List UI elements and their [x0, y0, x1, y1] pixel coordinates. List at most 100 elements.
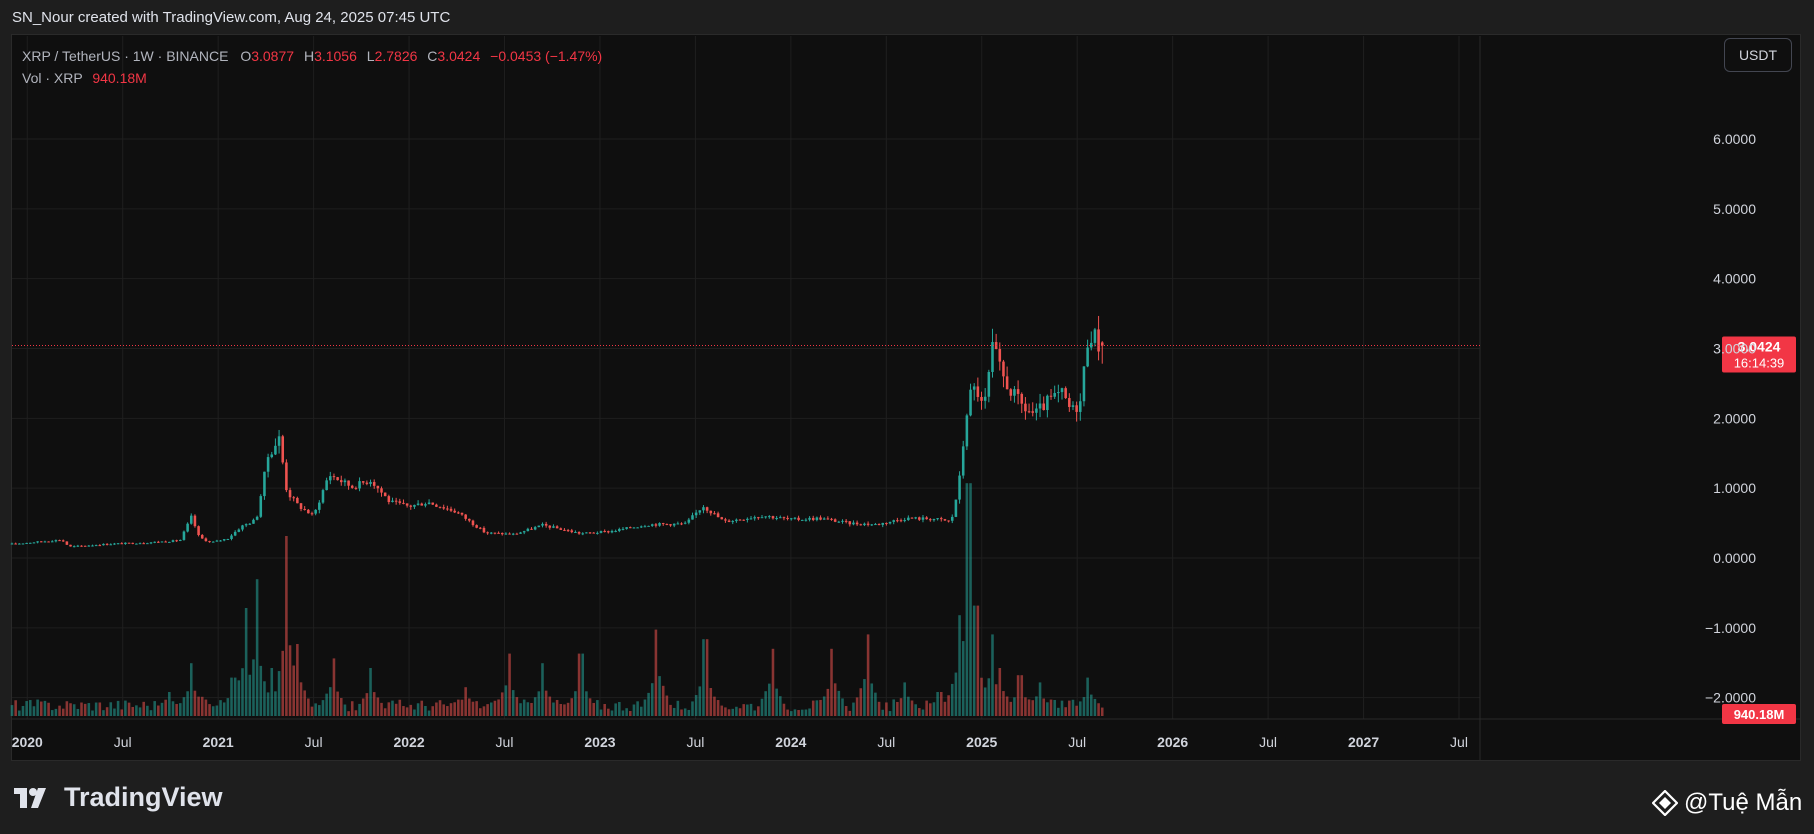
- x-tick-label: Jul: [496, 734, 514, 750]
- candle-body: [424, 504, 427, 506]
- candle-body: [120, 543, 124, 545]
- volume-bar: [636, 701, 639, 716]
- candle-body: [680, 523, 683, 525]
- volume-bar: [877, 701, 881, 716]
- candle-body: [508, 533, 511, 535]
- volume-bar: [409, 704, 413, 716]
- volume-bar: [80, 702, 83, 716]
- candle-body: [116, 543, 120, 545]
- candle-body: [954, 499, 958, 517]
- candle-body: [449, 508, 453, 511]
- candle-body: [127, 542, 131, 544]
- volume-bar: [596, 700, 599, 716]
- candle-body: [1089, 342, 1093, 348]
- candle-body: [248, 523, 252, 525]
- volume-bar: [939, 692, 943, 716]
- volume-bar: [36, 699, 39, 716]
- candle-body: [833, 519, 837, 522]
- candle-body: [969, 389, 972, 416]
- candle-body: [647, 525, 650, 527]
- volume-bar: [321, 700, 325, 716]
- author-watermark: @Tuệ Mẫn: [1652, 789, 1802, 817]
- candle-body: [124, 542, 127, 545]
- volume-bar: [1042, 698, 1045, 716]
- candle-body: [639, 526, 643, 528]
- candle-body: [757, 517, 760, 519]
- candle-body: [939, 518, 943, 520]
- volume-bar: [468, 698, 471, 716]
- volume-bar: [800, 709, 804, 716]
- currency-unit-button[interactable]: USDT: [1724, 38, 1792, 72]
- candle-body: [420, 503, 424, 506]
- candle-body: [146, 543, 149, 545]
- candle-body: [489, 532, 493, 534]
- candle-body: [581, 533, 585, 535]
- candle-body: [266, 457, 270, 472]
- candle-body: [230, 535, 233, 539]
- x-tick-label: Jul: [877, 734, 895, 750]
- candle-body: [204, 538, 208, 542]
- candle-body: [618, 528, 621, 531]
- volume-bar: [416, 703, 420, 716]
- candle-body: [500, 532, 504, 535]
- volume-bar: [365, 693, 369, 716]
- candle-body: [533, 527, 537, 530]
- candle-body: [914, 517, 917, 519]
- chart-panel[interactable]: [11, 34, 1801, 761]
- candle-body: [1082, 366, 1086, 402]
- candle-body: [182, 531, 186, 540]
- volume-bar: [329, 687, 332, 716]
- candle-body: [91, 545, 94, 547]
- candle-body: [318, 502, 321, 510]
- y-tick-label: 1.0000: [1713, 480, 1756, 496]
- volume-bar: [768, 683, 771, 716]
- candle-body: [855, 522, 859, 525]
- volume-bar: [222, 702, 226, 716]
- candle-body: [552, 526, 555, 528]
- candle-body: [841, 520, 844, 522]
- volume-bar: [519, 703, 522, 716]
- candle-body: [779, 517, 782, 519]
- volume-bar: [446, 706, 449, 716]
- candle-body: [1002, 361, 1005, 377]
- volume-bar: [676, 700, 680, 716]
- volume-value-tag: [1722, 704, 1796, 724]
- candle-body: [870, 524, 874, 526]
- volume-bar: [435, 702, 438, 716]
- candle-body: [793, 517, 797, 519]
- volume-bar: [493, 700, 497, 716]
- candle-body: [530, 528, 533, 530]
- volume-bar: [164, 699, 167, 716]
- volume-bar: [683, 708, 687, 716]
- volume-bar: [874, 692, 877, 716]
- volume-bar: [837, 690, 841, 716]
- volume-bar: [1009, 701, 1013, 716]
- candle-body: [21, 543, 25, 545]
- candle-body: [574, 532, 577, 534]
- symbol-label[interactable]: XRP / TetherUS · 1W · BINANCE: [22, 48, 229, 64]
- volume-bar: [427, 710, 431, 716]
- candle-body: [672, 523, 676, 526]
- candle-body: [416, 503, 420, 505]
- volume-bar: [420, 700, 424, 716]
- candle-body: [1013, 389, 1016, 396]
- volume-bar: [299, 682, 303, 716]
- volume-bar: [632, 704, 636, 716]
- volume-label[interactable]: Vol · XRP: [22, 70, 83, 86]
- volume-bar: [852, 702, 855, 716]
- volume-bar: [189, 663, 193, 716]
- volume-bar: [991, 634, 994, 716]
- volume-bar: [296, 644, 299, 716]
- candle-body: [760, 517, 764, 519]
- candle-body: [874, 524, 877, 526]
- volume-bar: [1020, 675, 1024, 716]
- tradingview-logo[interactable]: TradingView: [14, 782, 223, 813]
- candle-body: [343, 480, 347, 483]
- volume-bar: [197, 696, 200, 716]
- candle-body: [1024, 403, 1027, 412]
- volume-bar: [749, 703, 753, 716]
- candle-body: [394, 500, 398, 502]
- volume-bar: [1024, 697, 1027, 716]
- candle-body: [197, 526, 200, 536]
- candle-body: [1027, 411, 1031, 413]
